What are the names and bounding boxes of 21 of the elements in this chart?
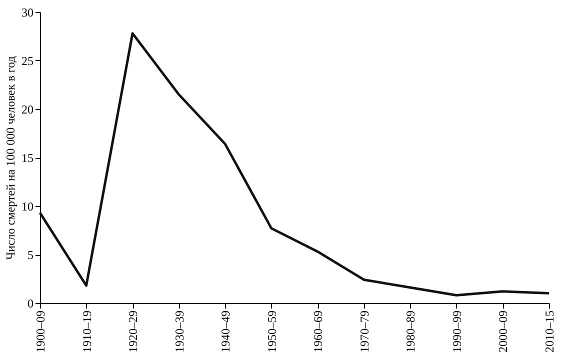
x-tick-label: 2010–15 (542, 310, 556, 352)
x-tick-label: 1970–79 (357, 310, 372, 352)
x-tick-label: 1910–19 (80, 310, 94, 352)
x-tick-label: 1900–09 (34, 310, 48, 352)
y-tick-label: 15 (22, 151, 34, 165)
line-series (38, 32, 550, 296)
x-tick-label: 1920–29 (126, 310, 140, 352)
x-tick-label: 1960–69 (311, 310, 326, 352)
x-tick-label: 1940–49 (218, 310, 233, 352)
x-tick-label: 2000–09 (496, 310, 510, 352)
y-axis-title: Число смертей на 100 000 человек в год (4, 56, 18, 260)
y-tick-label: 10 (22, 200, 34, 214)
y-tick-label: 30 (22, 6, 34, 20)
y-tick-label: 20 (22, 102, 34, 116)
y-tick-label: 5 (28, 248, 34, 262)
y-tick-label: 25 (22, 54, 34, 68)
x-tick-label: 1990–99 (450, 310, 464, 352)
y-tick-label: 0 (28, 296, 34, 310)
x-tick-label: 1980–89 (404, 310, 418, 352)
x-tick-label: 1930–39 (172, 310, 186, 352)
x-tick-label: 1950–59 (264, 310, 279, 352)
